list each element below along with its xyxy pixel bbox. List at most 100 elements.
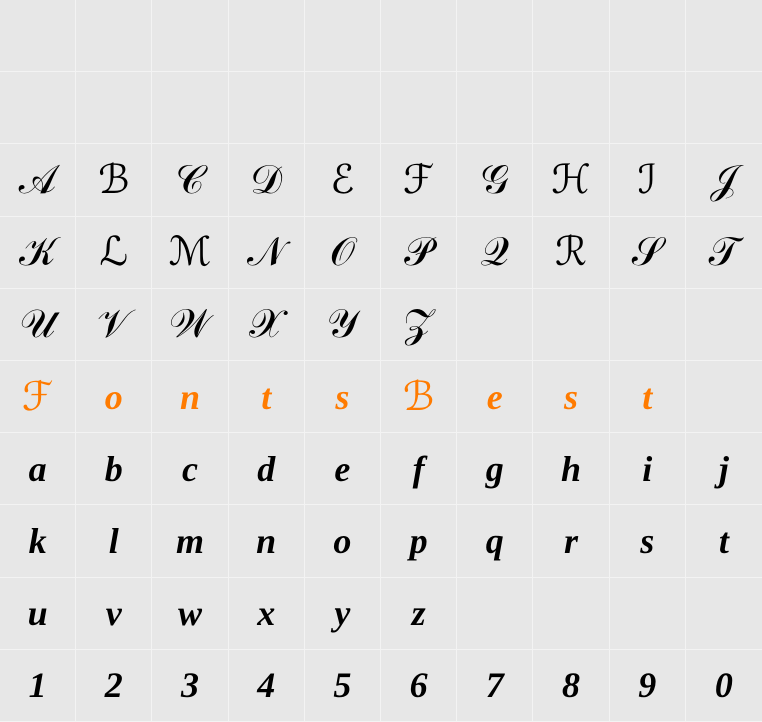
glyph: 𝒯 [709, 232, 740, 272]
glyph: s [640, 523, 654, 559]
glyph: r [564, 523, 578, 559]
glyph-cell: c [152, 433, 228, 505]
glyph: 𝒞 [175, 160, 204, 200]
glyph: g [486, 451, 504, 487]
glyph: n [256, 523, 276, 559]
glyph: 𝒪 [330, 232, 355, 272]
glyph: 𝒵 [403, 304, 433, 344]
glyph-cell: p [381, 505, 457, 577]
glyph-cell: g [457, 433, 533, 505]
glyph: l [109, 523, 119, 559]
glyph-cell: 𝒯 [686, 217, 762, 289]
glyph-cell: r [533, 505, 609, 577]
glyph-cell: x [229, 578, 305, 650]
glyph: d [257, 451, 275, 487]
glyph-cell: 6 [381, 650, 457, 722]
glyph-cell: 𝒲 [152, 289, 228, 361]
glyph: ℱ [403, 160, 434, 200]
glyph: 𝒟 [250, 160, 282, 200]
glyph: 𝒬 [480, 232, 509, 272]
glyph-cell: d [229, 433, 305, 505]
glyph-cell [229, 0, 305, 72]
glyph: 8 [562, 667, 580, 703]
glyph-cell: 𝒱 [76, 289, 152, 361]
glyph-cell: ℋ [533, 144, 609, 216]
glyph: b [105, 451, 123, 487]
glyph-cell: ℬ [381, 361, 457, 433]
glyph: 1 [29, 667, 47, 703]
glyph-cell: 1 [0, 650, 76, 722]
glyph-cell: 𝒟 [229, 144, 305, 216]
glyph: 𝒰 [20, 304, 56, 344]
glyph: ℒ [99, 232, 128, 272]
glyph-cell: ℛ [533, 217, 609, 289]
glyph: s [564, 379, 578, 415]
glyph: w [178, 595, 202, 631]
glyph: ℐ [638, 160, 657, 200]
glyph: 4 [257, 667, 275, 703]
glyph: k [29, 523, 47, 559]
glyph-cell [686, 361, 762, 433]
glyph-cell: b [76, 433, 152, 505]
glyph-cell [686, 72, 762, 144]
glyph-cell: e [457, 361, 533, 433]
glyph: m [176, 523, 204, 559]
glyph-cell: y [305, 578, 381, 650]
glyph: ℱ [22, 377, 53, 417]
glyph: z [412, 595, 426, 631]
glyph: 𝒲 [169, 304, 211, 344]
glyph-cell [457, 578, 533, 650]
glyph-cell: 𝒳 [229, 289, 305, 361]
glyph-cell: q [457, 505, 533, 577]
glyph-cell: l [76, 505, 152, 577]
glyph-cell [533, 289, 609, 361]
glyph-cell [533, 578, 609, 650]
glyph-cell: ℱ [381, 144, 457, 216]
glyph-cell: f [381, 433, 457, 505]
glyph-cell: 5 [305, 650, 381, 722]
glyph: 𝒢 [481, 160, 509, 200]
glyph-cell: ℳ [152, 217, 228, 289]
glyph-cell [686, 578, 762, 650]
glyph-cell: e [305, 433, 381, 505]
glyph-cell: o [76, 361, 152, 433]
glyph-cell [0, 0, 76, 72]
glyph-cell: 𝒫 [381, 217, 457, 289]
glyph-cell: u [0, 578, 76, 650]
glyph: ℳ [169, 232, 212, 272]
glyph-cell [533, 72, 609, 144]
glyph-cell: 𝒥 [686, 144, 762, 216]
glyph: n [180, 379, 200, 415]
glyph: a [29, 451, 47, 487]
glyph-cell: 3 [152, 650, 228, 722]
glyph: 𝒥 [710, 160, 738, 200]
glyph: 𝒫 [404, 232, 433, 272]
glyph: 𝒦 [19, 232, 56, 272]
glyph: x [257, 595, 275, 631]
glyph: t [261, 379, 271, 415]
glyph-grid: 𝒜ℬ𝒞𝒟ℰℱ𝒢ℋℐ𝒥𝒦ℒℳ𝒩𝒪𝒫𝒬ℛ𝒮𝒯𝒰𝒱𝒲𝒳𝒴𝒵ℱontsℬestabcde… [0, 0, 762, 722]
glyph-cell: n [152, 361, 228, 433]
glyph: 𝒳 [249, 304, 283, 344]
glyph-cell: v [76, 578, 152, 650]
glyph-cell [381, 72, 457, 144]
glyph: y [334, 595, 350, 631]
glyph-cell: 𝒬 [457, 217, 533, 289]
glyph-cell: 9 [610, 650, 686, 722]
glyph: 6 [410, 667, 428, 703]
glyph: o [105, 379, 123, 415]
glyph: ℋ [551, 160, 591, 200]
glyph-cell: n [229, 505, 305, 577]
glyph-cell: i [610, 433, 686, 505]
glyph-cell: 𝒜 [0, 144, 76, 216]
glyph: e [487, 379, 503, 415]
glyph-cell: t [229, 361, 305, 433]
glyph-cell [76, 0, 152, 72]
glyph: 𝒮 [632, 232, 663, 272]
glyph-cell: 𝒮 [610, 217, 686, 289]
glyph-cell: w [152, 578, 228, 650]
glyph-cell [610, 72, 686, 144]
glyph-cell: 2 [76, 650, 152, 722]
glyph: s [335, 379, 349, 415]
glyph-cell: 𝒴 [305, 289, 381, 361]
